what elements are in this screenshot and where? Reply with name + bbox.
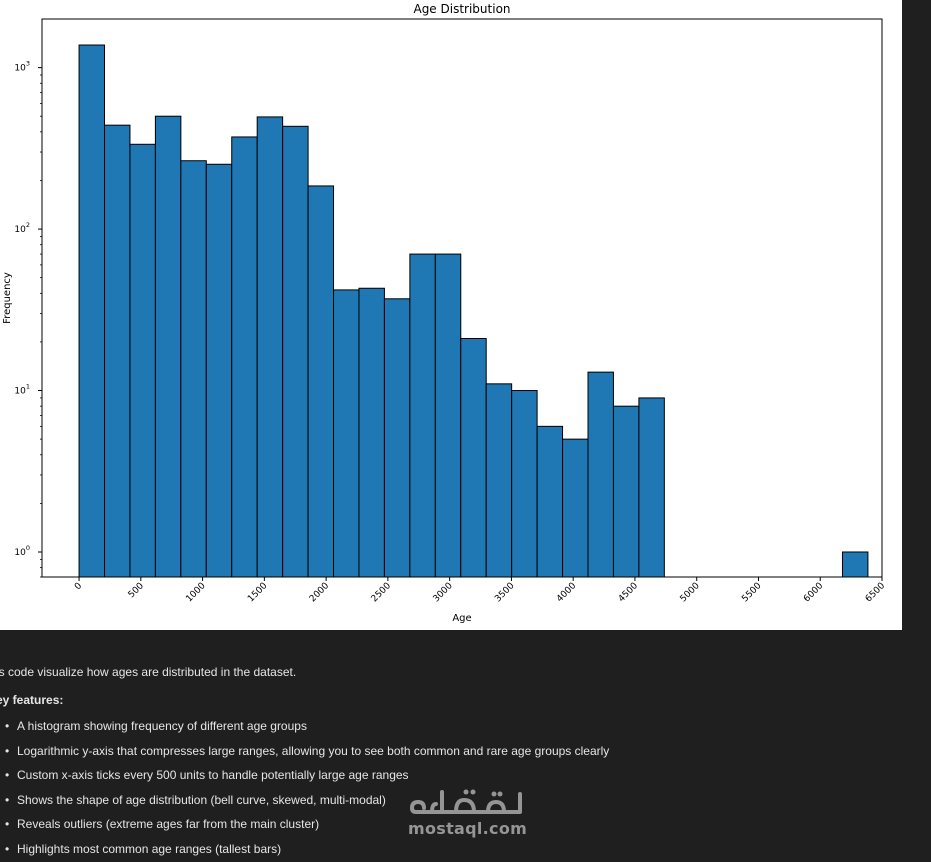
list-item: A histogram showing frequency of differe… (0, 714, 880, 739)
histogram-bar (612, 405, 640, 578)
histogram-bar (485, 383, 513, 578)
histogram-bar (562, 438, 589, 578)
y-tick-exponent: 0 (26, 544, 30, 552)
histogram-bar (841, 551, 869, 578)
x-tick-label: 500 (127, 581, 146, 600)
x-tick-label: 1500 (246, 581, 269, 604)
y-tick-label: 100 (14, 544, 30, 558)
histogram-bar (434, 253, 462, 578)
histogram-bar (78, 44, 106, 578)
histogram-bar (104, 124, 131, 578)
axes-frame (41, 18, 883, 578)
x-tick-label: 6000 (802, 581, 825, 604)
histogram-bar (358, 287, 385, 578)
y-tick-label: 102 (14, 221, 30, 235)
mostaql-watermark: mostaql.com (408, 786, 528, 838)
histogram-bar (129, 143, 156, 578)
y-tick-exponent: 2 (26, 221, 30, 229)
y-tick-label: 101 (14, 383, 30, 397)
histogram-bar (154, 115, 182, 578)
x-tick-label: 5000 (679, 581, 702, 604)
intro-text: is code visualize how ages are distribut… (0, 665, 297, 679)
histogram-bar (511, 390, 538, 578)
features-heading: ey features: (0, 693, 64, 707)
x-axis-ticks: 0 500 1000 1500 2000 2500 3000 3500 4000 4500 5000… (73, 577, 887, 604)
x-tick-label: 5500 (740, 581, 763, 604)
histogram-bar (536, 425, 564, 578)
histogram-bar (383, 298, 411, 578)
histogram-bar (587, 371, 614, 578)
x-axis-label: Age (452, 613, 471, 624)
watermark-text: mostaql.com (408, 819, 528, 838)
histogram-bar (409, 253, 436, 578)
histogram-bar (180, 160, 207, 578)
histogram-bar (282, 125, 309, 578)
histogram-bar (460, 338, 487, 578)
histogram-bar (231, 136, 258, 578)
mostaql-logo-icon (410, 789, 522, 814)
list-item: Reveals outliers (extreme ages far from … (0, 812, 880, 837)
y-axis-label: Frequency (2, 272, 13, 324)
x-tick-label: 4000 (555, 581, 578, 604)
x-tick-label: 3500 (493, 581, 516, 604)
y-tick-exponent: 3 (26, 60, 30, 68)
y-tick-exponent: 1 (26, 383, 30, 391)
x-tick-label: 0 (73, 581, 84, 592)
histogram-bar (638, 397, 665, 578)
x-tick-label: 2500 (370, 581, 393, 604)
histogram-bars (78, 44, 869, 578)
features-list: A histogram showing frequency of differe… (0, 714, 880, 862)
y-tick-label: 103 (14, 60, 30, 74)
list-item: Highlights most common age ranges (talle… (0, 837, 880, 862)
list-item: Logarithmic y-axis that compresses large… (0, 739, 880, 764)
x-tick-label: 3000 (432, 581, 455, 604)
chart-output-panel: Age Distribution 100 101 102 103 0 500 1000 15… (0, 0, 902, 630)
x-tick-label: 2000 (308, 581, 331, 604)
x-tick-label: 4500 (617, 581, 640, 604)
x-tick-label: 1000 (184, 581, 207, 604)
list-item: Shows the shape of age distribution (bel… (0, 788, 880, 813)
x-tick-label: 6500 (864, 581, 887, 604)
histogram-bar (333, 289, 360, 578)
list-item: Custom x-axis ticks every 500 units to h… (0, 763, 880, 788)
chart-title: Age Distribution (413, 2, 510, 16)
histogram-bar (256, 116, 284, 578)
histogram-bar (307, 185, 335, 578)
histogram-bar (205, 163, 233, 578)
